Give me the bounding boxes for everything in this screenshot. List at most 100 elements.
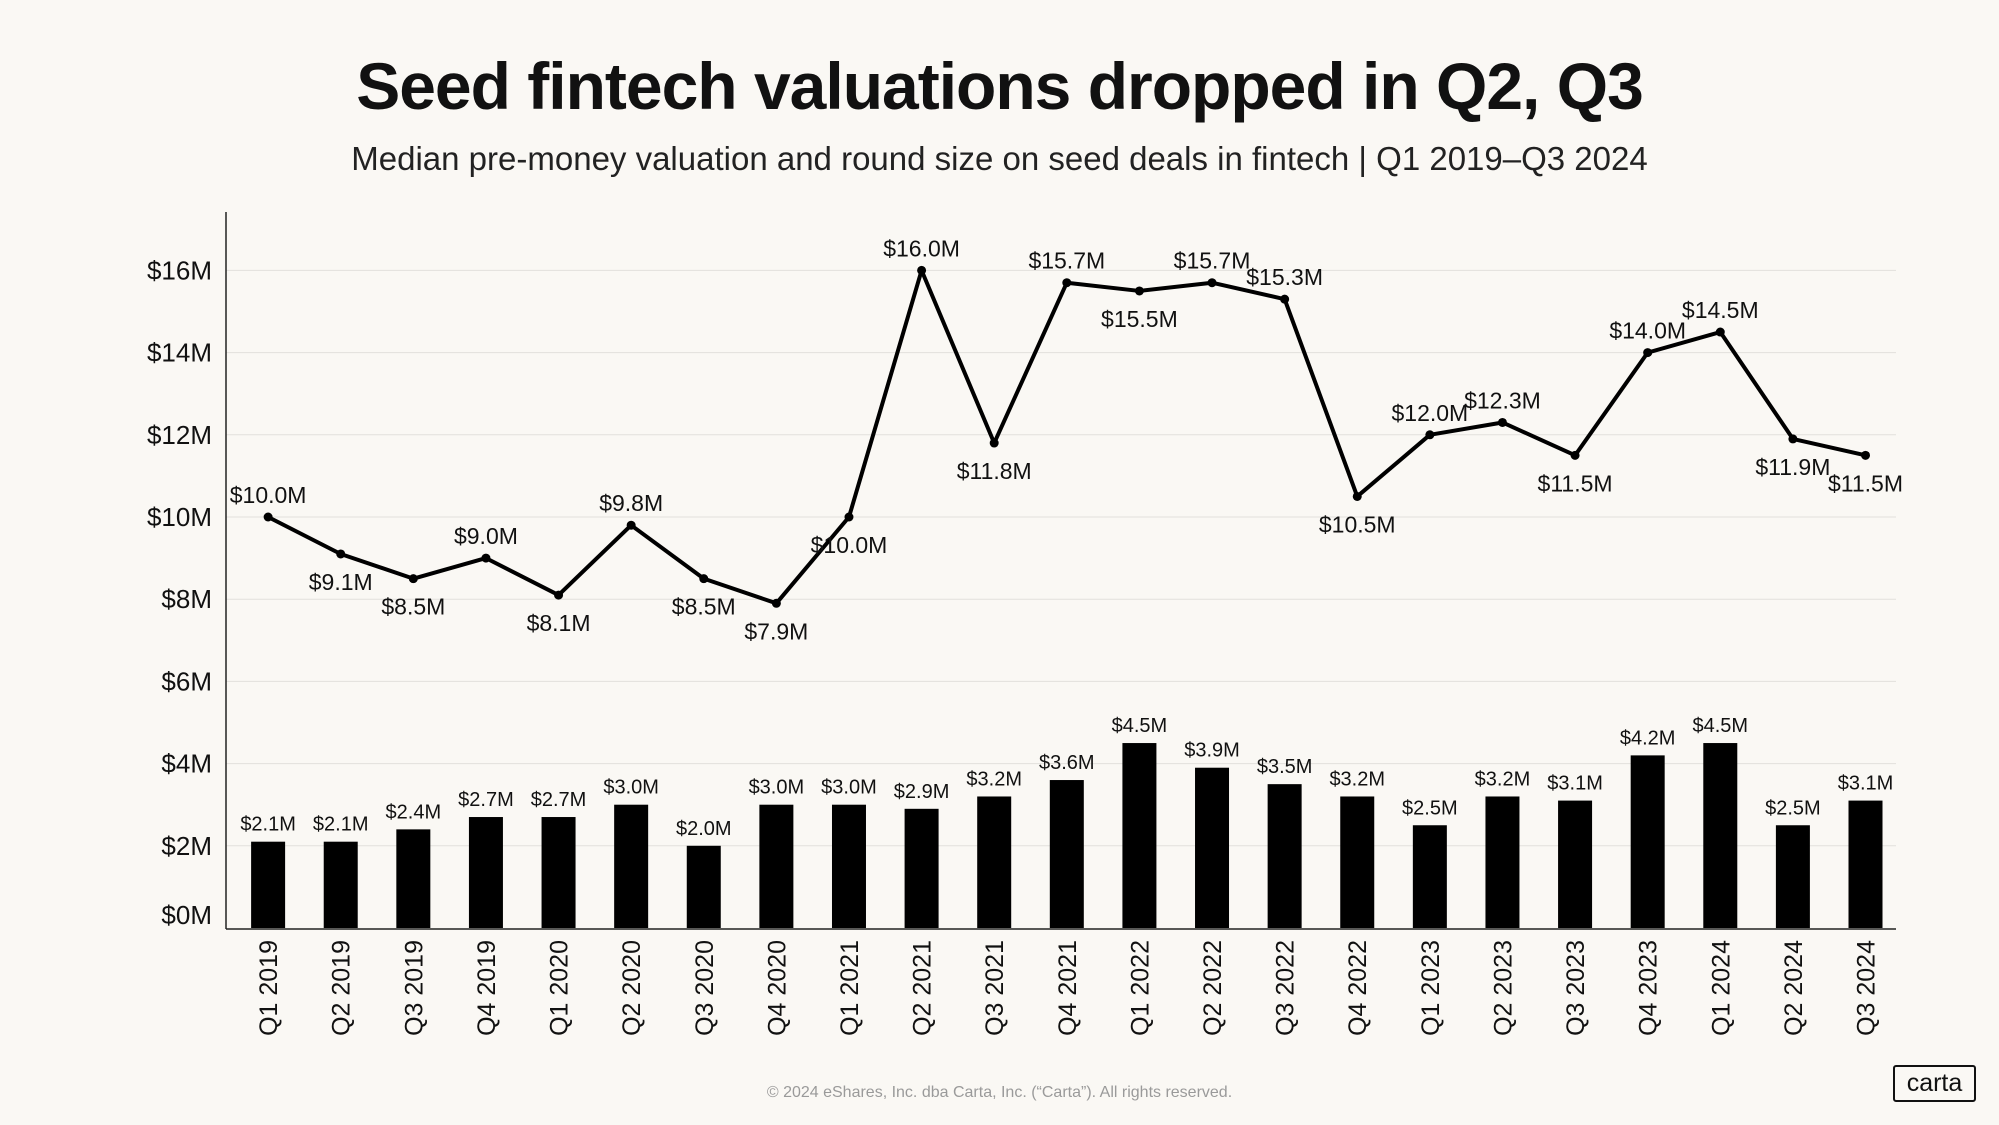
round-size-bar	[1848, 800, 1883, 928]
y-tick-label: $6M	[161, 666, 212, 696]
line-value-label: $15.7M	[1028, 248, 1105, 274]
copyright-footer: © 2024 eShares, Inc. dba Carta, Inc. (“C…	[766, 1084, 1233, 1101]
round-size-bar	[759, 804, 794, 928]
bar-value-label: $3.2M	[1475, 768, 1531, 790]
bar-value-label: $2.5M	[1402, 797, 1458, 819]
round-size-bar	[1122, 743, 1157, 928]
round-size-bar	[1195, 767, 1230, 928]
line-value-label: $8.5M	[381, 594, 445, 620]
y-tick-label: $10M	[147, 502, 212, 532]
x-tick-label: Q1 2019	[255, 940, 283, 1036]
round-size-bar	[1485, 796, 1520, 928]
x-tick-label: Q4 2020	[763, 940, 791, 1036]
bar-value-label: $2.5M	[1765, 797, 1821, 819]
combo-chart: $0M $2M $4M $6M $8M $10M $12M $14M $16M Q1 2019 Q2…	[147, 212, 1903, 1036]
valuation-point	[699, 574, 709, 584]
line-value-label: $10.5M	[1319, 511, 1396, 537]
x-tick-label: Q3 2019	[400, 940, 428, 1036]
valuation-point	[1643, 348, 1653, 358]
x-tick-label: Q2 2022	[1199, 940, 1227, 1036]
valuation-point	[1062, 278, 1072, 288]
valuation-point	[989, 438, 999, 448]
valuation-point	[917, 265, 927, 275]
bar-value-label: $3.1M	[1838, 773, 1894, 795]
x-tick-label: Q4 2023	[1635, 940, 1663, 1036]
y-tick-label: $0M	[161, 900, 212, 930]
x-tick-label: Q3 2023	[1562, 940, 1590, 1036]
bar-value-label: $3.5M	[1257, 756, 1313, 778]
bar-value-label: $2.7M	[531, 789, 587, 811]
valuation-point	[1134, 286, 1144, 296]
bar-value-label: $4.2M	[1620, 727, 1676, 749]
x-tick-label: Q1 2022	[1126, 940, 1154, 1036]
line-value-label: $11.5M	[1538, 470, 1613, 496]
x-tick-label: Q2 2021	[909, 940, 937, 1036]
bar-value-label: $2.1M	[313, 814, 369, 836]
bar-value-label: $2.1M	[240, 814, 296, 836]
round-size-bar	[251, 841, 286, 928]
round-size-bar	[1558, 800, 1593, 928]
line-value-label: $15.7M	[1174, 248, 1251, 274]
data-labels: $2.1M $2.1M $2.4M $2.7M $2.7M $3.0M $2.0M $3.0M…	[230, 235, 1903, 839]
line-value-label: $11.8M	[957, 458, 1032, 484]
round-size-bar	[1412, 825, 1447, 928]
valuation-point	[771, 598, 781, 608]
round-size-bar	[541, 817, 576, 928]
bar-value-label: $3.6M	[1039, 752, 1095, 774]
bar-value-label: $3.1M	[1547, 773, 1603, 795]
x-tick-label: Q3 2022	[1272, 940, 1300, 1036]
bar-value-label: $3.2M	[966, 768, 1022, 790]
bar-value-label: $3.9M	[1184, 740, 1240, 762]
axes: $0M $2M $4M $6M $8M $10M $12M $14M $16M Q1 2019 Q2…	[147, 212, 1896, 1036]
line-value-label: $14.0M	[1609, 318, 1686, 344]
valuation-point	[1352, 491, 1362, 501]
x-tick-label: Q4 2021	[1054, 940, 1082, 1036]
round-size-bar	[977, 796, 1012, 928]
bar-value-label: $2.7M	[458, 789, 514, 811]
round-size-bar	[396, 829, 431, 928]
round-size-bar	[614, 804, 649, 928]
x-tick-label: Q2 2023	[1489, 940, 1517, 1036]
valuation-point	[1861, 450, 1871, 460]
line-value-label: $9.8M	[599, 490, 663, 516]
y-tick-label: $2M	[161, 831, 212, 861]
gridlines	[226, 269, 1896, 847]
line-value-label: $15.3M	[1246, 264, 1323, 290]
round-size-bar	[1703, 743, 1738, 928]
x-tick-label: Q1 2021	[836, 940, 864, 1036]
line-value-label: $9.0M	[454, 523, 518, 549]
round-size-bar	[1775, 825, 1810, 928]
x-tick-label: Q3 2020	[691, 940, 719, 1036]
valuation-point	[1425, 430, 1435, 440]
x-tick-label: Q2 2020	[618, 940, 646, 1036]
x-tick-label: Q2 2019	[328, 940, 356, 1036]
bar-value-label: $3.0M	[821, 777, 877, 799]
valuation-point	[1788, 434, 1798, 444]
bar-value-label: $3.0M	[749, 777, 805, 799]
bar-value-label: $3.2M	[1329, 768, 1385, 790]
x-tick-label: Q1 2024	[1707, 940, 1735, 1036]
line-value-label: $8.5M	[672, 594, 736, 620]
x-tick-label: Q1 2023	[1417, 940, 1445, 1036]
line-value-label: $12.3M	[1464, 387, 1541, 413]
y-tick-label: $14M	[147, 338, 212, 368]
line-value-label: $7.9M	[744, 618, 808, 644]
round-size-bar	[831, 804, 866, 928]
x-tick-label: Q4 2019	[473, 940, 501, 1036]
y-tick-label: $12M	[147, 420, 212, 450]
bar-value-label: $2.4M	[386, 801, 442, 823]
bar-value-label: $4.5M	[1692, 715, 1748, 737]
valuation-point	[844, 512, 854, 522]
valuation-point	[1715, 327, 1725, 337]
x-tick-label: Q1 2020	[546, 940, 574, 1036]
bar-value-label: $2.9M	[894, 781, 950, 803]
line-value-label: $10.0M	[811, 532, 888, 558]
round-size-bar	[686, 845, 721, 928]
valuation-point	[1280, 294, 1290, 304]
y-tick-label: $8M	[161, 584, 212, 614]
line-value-label: $11.5M	[1828, 470, 1903, 496]
round-size-bar	[904, 808, 939, 928]
valuation-line	[263, 265, 1871, 608]
valuation-point	[626, 520, 636, 530]
round-size-bar	[323, 841, 358, 928]
